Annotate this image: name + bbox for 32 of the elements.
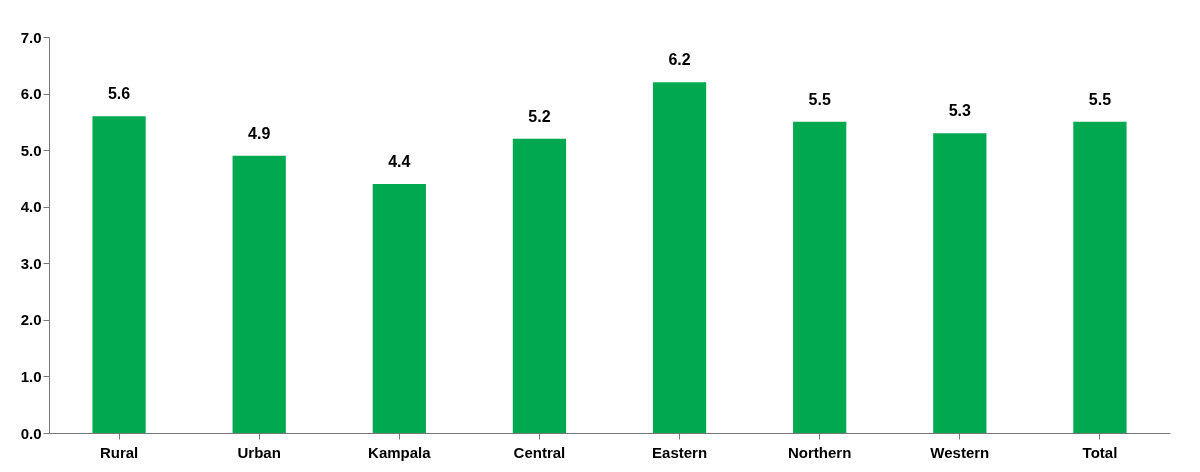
data-label: 4.4 xyxy=(388,153,411,171)
x-tick-label: Total xyxy=(1082,443,1118,461)
y-tick-label: 5.0 xyxy=(20,141,42,159)
x-tick-label: Rural xyxy=(99,443,139,461)
bar xyxy=(92,116,146,433)
y-tick-label: 2.0 xyxy=(20,311,42,329)
data-label: 4.9 xyxy=(248,124,271,142)
bar xyxy=(793,121,847,433)
x-tick-label: Northern xyxy=(788,443,852,461)
x-tick-label: Urban xyxy=(237,443,281,461)
bar xyxy=(1073,121,1127,433)
bar xyxy=(232,155,286,433)
data-label: 5.5 xyxy=(1088,90,1112,108)
y-tick-label: 6.0 xyxy=(20,85,42,103)
y-tick-label: 3.0 xyxy=(20,254,42,272)
data-label: 5.2 xyxy=(528,107,551,125)
data-label: 5.5 xyxy=(808,90,831,108)
bar xyxy=(512,138,567,433)
data-label: 6.2 xyxy=(668,51,691,69)
x-tick-label: Central xyxy=(513,443,566,461)
data-label: 5.6 xyxy=(107,85,131,103)
x-tick-label: Kampala xyxy=(368,443,432,461)
x-tick-label: Eastern xyxy=(652,443,708,461)
bar xyxy=(372,184,426,433)
data-label: 5.3 xyxy=(948,102,972,120)
bar xyxy=(652,82,707,433)
y-tick-label: 4.0 xyxy=(20,198,42,216)
x-tick-label: Western xyxy=(930,443,990,461)
bar xyxy=(933,133,987,433)
y-tick-label: 1.0 xyxy=(20,367,42,385)
y-tick-label: 0.0 xyxy=(20,424,42,442)
y-tick-label: 7.0 xyxy=(20,28,42,46)
